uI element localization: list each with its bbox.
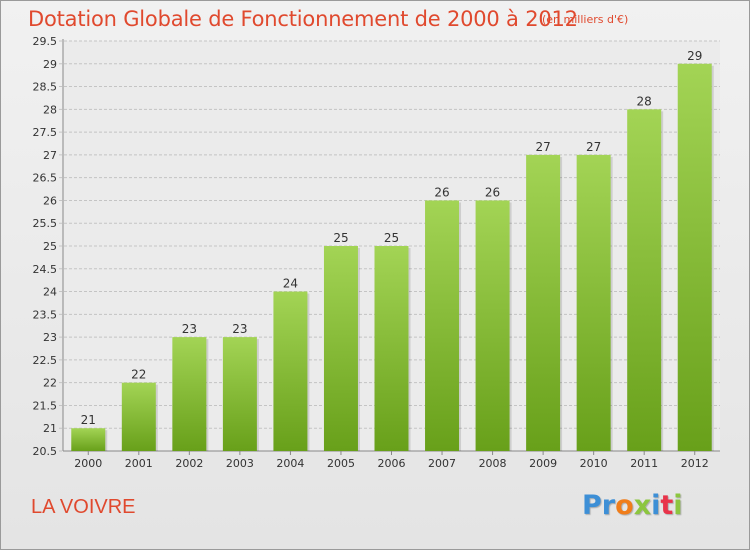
bar-value-label: 23 (232, 322, 247, 336)
y-tick-label: 25.5 (33, 217, 58, 230)
y-tick-label: 23 (43, 331, 57, 344)
bar (273, 291, 308, 451)
bar-value-label: 27 (535, 140, 550, 154)
bar (576, 154, 611, 451)
bar-value-label: 26 (485, 185, 500, 199)
y-tick-label: 26.5 (33, 172, 58, 185)
bar (374, 246, 409, 451)
y-tick-label: 28 (43, 103, 57, 116)
x-tick-label: 2004 (276, 457, 304, 470)
y-tick-label: 25 (43, 240, 57, 253)
logo-letter: i (673, 490, 683, 521)
bar-value-label: 25 (333, 231, 348, 245)
bar-value-label: 28 (637, 94, 652, 108)
bar (677, 63, 712, 452)
y-tick-label: 23.5 (33, 308, 58, 321)
bar (425, 200, 460, 451)
bar (627, 109, 662, 451)
chart-unit: (en milliers d'€) (542, 13, 629, 26)
y-tick-label: 26 (43, 194, 57, 207)
logo-letter: P (582, 490, 602, 521)
x-tick-label: 2003 (226, 457, 254, 470)
x-tick-label: 2011 (630, 457, 658, 470)
bar (526, 154, 561, 451)
y-tick-label: 27.5 (33, 126, 58, 139)
y-tick-label: 28.5 (33, 81, 58, 94)
commune-name: LA VOIVRE (31, 496, 136, 518)
bar-value-label: 21 (81, 413, 96, 427)
y-tick-label: 29 (43, 58, 57, 71)
logo-letter: r (601, 490, 616, 521)
chart-title: Dotation Globale de Fonctionnement de 20… (28, 7, 578, 31)
bar-value-label: 22 (131, 368, 146, 382)
y-tick-label: 29.5 (33, 35, 58, 48)
bar (71, 428, 106, 451)
bar (172, 337, 207, 451)
y-tick-label: 22.5 (33, 354, 58, 367)
y-tick-label: 27 (43, 149, 57, 162)
x-tick-label: 2005 (327, 457, 355, 470)
bar-value-label: 29 (687, 49, 702, 63)
x-tick-label: 2009 (529, 457, 557, 470)
y-tick-label: 22 (43, 377, 57, 390)
logo-letter: o (615, 490, 634, 521)
x-tick-label: 2007 (428, 457, 456, 470)
logo-letter: x (633, 490, 652, 521)
x-tick-label: 2006 (378, 457, 406, 470)
proxiti-logo[interactable]: Proxiti (582, 490, 683, 521)
x-tick-label: 2012 (681, 457, 709, 470)
bar-value-label: 25 (384, 231, 399, 245)
y-tick-label: 24.5 (33, 263, 58, 276)
bar (475, 200, 510, 451)
bar (323, 246, 358, 451)
bar-value-label: 26 (434, 185, 449, 199)
x-tick-label: 2001 (125, 457, 153, 470)
logo-letter: t (660, 490, 674, 521)
x-tick-label: 2000 (74, 457, 102, 470)
y-tick-label: 21.5 (33, 399, 58, 412)
bar-value-label: 27 (586, 140, 601, 154)
x-tick-label: 2002 (175, 457, 203, 470)
y-tick-label: 24 (43, 286, 57, 299)
y-tick-label: 21 (43, 422, 57, 435)
logo-letter: i (651, 490, 661, 521)
y-tick-label: 20.5 (33, 445, 58, 458)
bar-value-label: 24 (283, 277, 298, 291)
x-tick-label: 2008 (479, 457, 507, 470)
bar-value-label: 23 (182, 322, 197, 336)
bar (222, 337, 257, 451)
bar (121, 382, 156, 451)
x-tick-label: 2010 (580, 457, 608, 470)
